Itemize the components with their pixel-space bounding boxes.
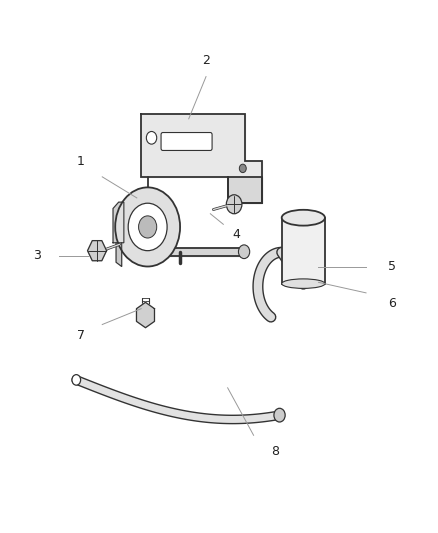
Polygon shape <box>141 114 262 203</box>
Ellipse shape <box>282 210 325 225</box>
Text: 4: 4 <box>233 228 240 241</box>
Text: 5: 5 <box>388 260 396 273</box>
Text: 2: 2 <box>202 54 210 67</box>
Circle shape <box>128 203 167 251</box>
Circle shape <box>138 216 157 238</box>
Text: 3: 3 <box>33 249 41 262</box>
FancyBboxPatch shape <box>161 133 212 150</box>
Circle shape <box>115 188 180 266</box>
Ellipse shape <box>282 279 325 288</box>
Text: 6: 6 <box>388 297 396 310</box>
Bar <box>282 217 325 284</box>
Circle shape <box>274 408 285 422</box>
Polygon shape <box>126 247 247 256</box>
Circle shape <box>239 164 246 173</box>
Circle shape <box>226 195 242 214</box>
Text: 1: 1 <box>77 155 85 167</box>
Circle shape <box>146 132 157 144</box>
Circle shape <box>72 375 81 385</box>
Polygon shape <box>228 177 262 203</box>
Polygon shape <box>88 240 106 261</box>
Polygon shape <box>113 202 124 243</box>
Polygon shape <box>137 302 155 328</box>
Text: 7: 7 <box>77 328 85 342</box>
Polygon shape <box>116 243 122 266</box>
Text: 8: 8 <box>271 445 279 458</box>
Circle shape <box>238 245 250 259</box>
